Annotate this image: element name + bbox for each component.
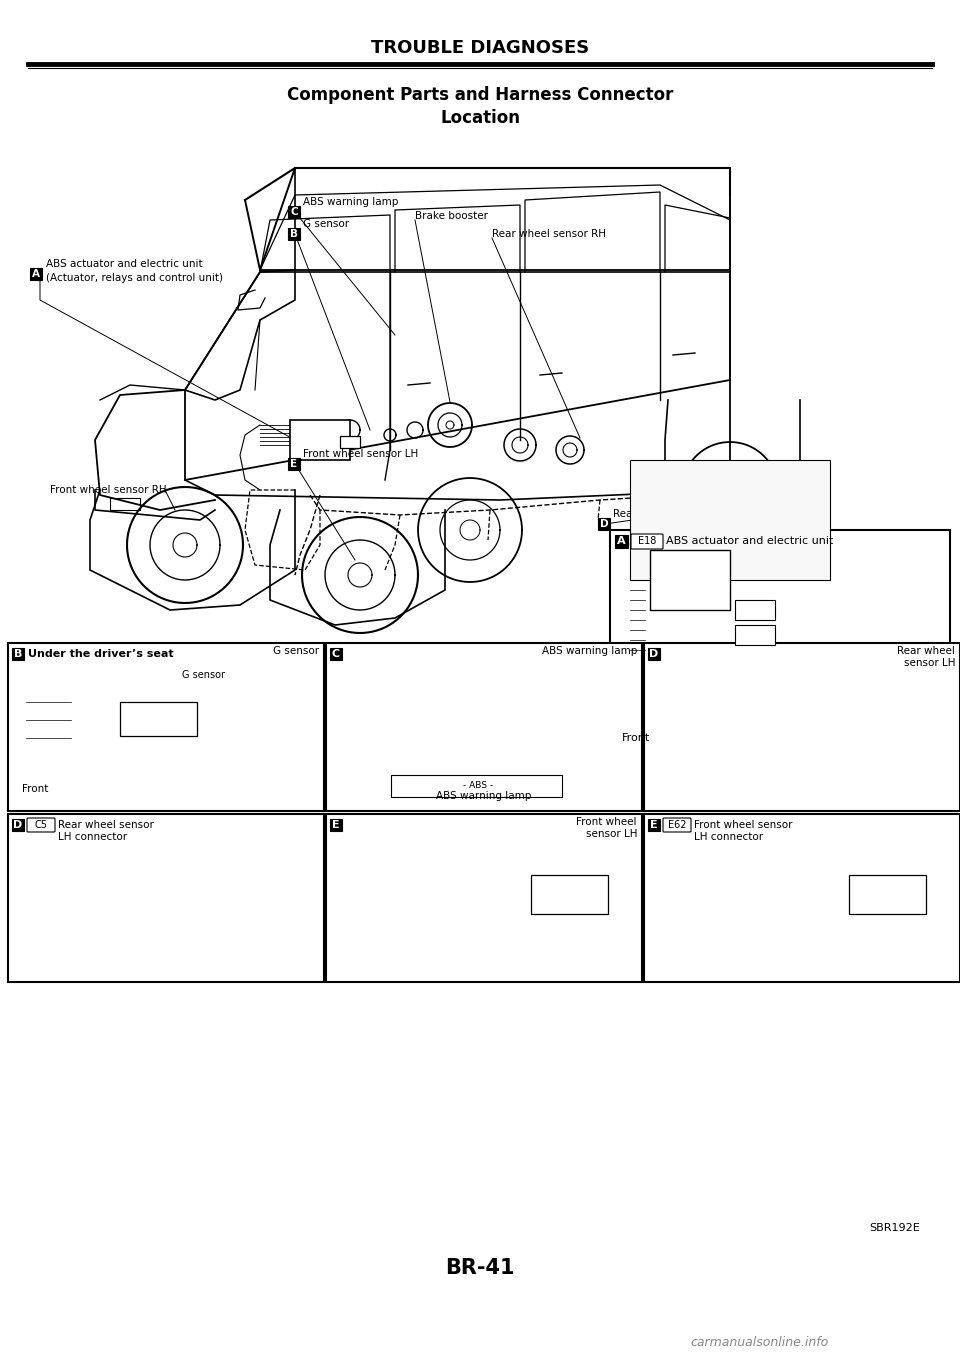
- Text: Under the driver’s seat: Under the driver’s seat: [28, 649, 174, 659]
- Text: ABS actuator and electric unit: ABS actuator and electric unit: [46, 259, 203, 269]
- Text: sensor LH: sensor LH: [586, 828, 637, 839]
- Bar: [31, 858, 217, 928]
- Text: ABS warning lamp: ABS warning lamp: [436, 790, 532, 801]
- Bar: [288, 206, 300, 219]
- Bar: [391, 774, 562, 797]
- Text: - ABS -: - ABS -: [463, 781, 492, 790]
- Text: C5: C5: [35, 820, 47, 830]
- Bar: [650, 550, 730, 610]
- Text: Location: Location: [440, 109, 520, 128]
- Text: Rear wheel: Rear wheel: [898, 646, 955, 656]
- Bar: [735, 600, 775, 621]
- Bar: [615, 535, 628, 549]
- Bar: [610, 530, 950, 750]
- Bar: [290, 420, 350, 460]
- Text: Front wheel sensor LH: Front wheel sensor LH: [303, 449, 419, 459]
- Bar: [630, 460, 830, 580]
- Bar: [644, 642, 960, 811]
- Text: E18: E18: [637, 536, 657, 546]
- Text: Rear wheel sensor RH: Rear wheel sensor RH: [492, 230, 606, 239]
- Bar: [648, 819, 660, 831]
- FancyBboxPatch shape: [631, 534, 663, 549]
- Text: Rear wheel sensor: Rear wheel sensor: [58, 820, 154, 830]
- Text: D: D: [13, 820, 23, 830]
- Bar: [330, 648, 342, 660]
- Bar: [288, 458, 300, 470]
- Text: C: C: [290, 206, 298, 217]
- Text: C: C: [332, 649, 340, 659]
- Text: ABS actuator and electric unit: ABS actuator and electric unit: [666, 536, 833, 546]
- Bar: [119, 702, 197, 736]
- Text: D: D: [649, 649, 659, 659]
- Text: carmanualsonline.info: carmanualsonline.info: [691, 1335, 829, 1348]
- Bar: [598, 517, 610, 530]
- Text: Front: Front: [22, 784, 48, 794]
- Bar: [648, 648, 660, 660]
- Text: Front wheel: Front wheel: [577, 818, 637, 827]
- Bar: [8, 642, 324, 811]
- Text: Rear wheel sensor LH: Rear wheel sensor LH: [613, 509, 726, 519]
- Text: LH connector: LH connector: [58, 832, 127, 842]
- Bar: [326, 642, 642, 811]
- Text: ABS warning lamp: ABS warning lamp: [541, 646, 637, 656]
- Bar: [288, 228, 300, 240]
- Text: G sensor: G sensor: [303, 219, 349, 230]
- Bar: [12, 648, 24, 660]
- FancyBboxPatch shape: [663, 818, 691, 832]
- Text: A: A: [32, 269, 40, 278]
- Ellipse shape: [81, 684, 252, 760]
- Text: Component Parts and Harness Connector: Component Parts and Harness Connector: [287, 86, 673, 105]
- Text: Front: Front: [622, 733, 650, 743]
- Text: TROUBLE DIAGNOSES: TROUBLE DIAGNOSES: [371, 39, 589, 57]
- Text: BR-41: BR-41: [445, 1258, 515, 1278]
- Text: E: E: [650, 820, 658, 830]
- Text: LH connector: LH connector: [694, 832, 763, 842]
- Text: D: D: [600, 519, 609, 530]
- Text: Front wheel sensor RH: Front wheel sensor RH: [50, 485, 167, 496]
- Text: (Actuator, relays and control unit): (Actuator, relays and control unit): [46, 273, 223, 282]
- Bar: [657, 687, 828, 750]
- Bar: [735, 625, 775, 645]
- Bar: [8, 813, 324, 982]
- Text: ABS warning lamp: ABS warning lamp: [303, 197, 398, 206]
- Text: E: E: [291, 459, 298, 469]
- FancyBboxPatch shape: [27, 818, 55, 832]
- Bar: [326, 813, 642, 982]
- Bar: [849, 876, 926, 914]
- Bar: [644, 813, 960, 982]
- Text: E62: E62: [668, 820, 686, 830]
- Text: G sensor: G sensor: [273, 646, 319, 656]
- Bar: [12, 819, 24, 831]
- Text: B: B: [13, 649, 22, 659]
- Text: E: E: [332, 820, 340, 830]
- Text: sensor LH: sensor LH: [903, 659, 955, 668]
- Bar: [30, 268, 42, 280]
- Text: A: A: [617, 536, 626, 546]
- Text: B: B: [290, 230, 298, 239]
- Bar: [340, 436, 360, 448]
- Text: Front wheel sensor: Front wheel sensor: [694, 820, 793, 830]
- Bar: [531, 876, 608, 914]
- Text: Brake booster: Brake booster: [415, 210, 488, 221]
- Text: G sensor: G sensor: [181, 669, 225, 680]
- Bar: [330, 819, 342, 831]
- Text: SBR192E: SBR192E: [869, 1224, 920, 1233]
